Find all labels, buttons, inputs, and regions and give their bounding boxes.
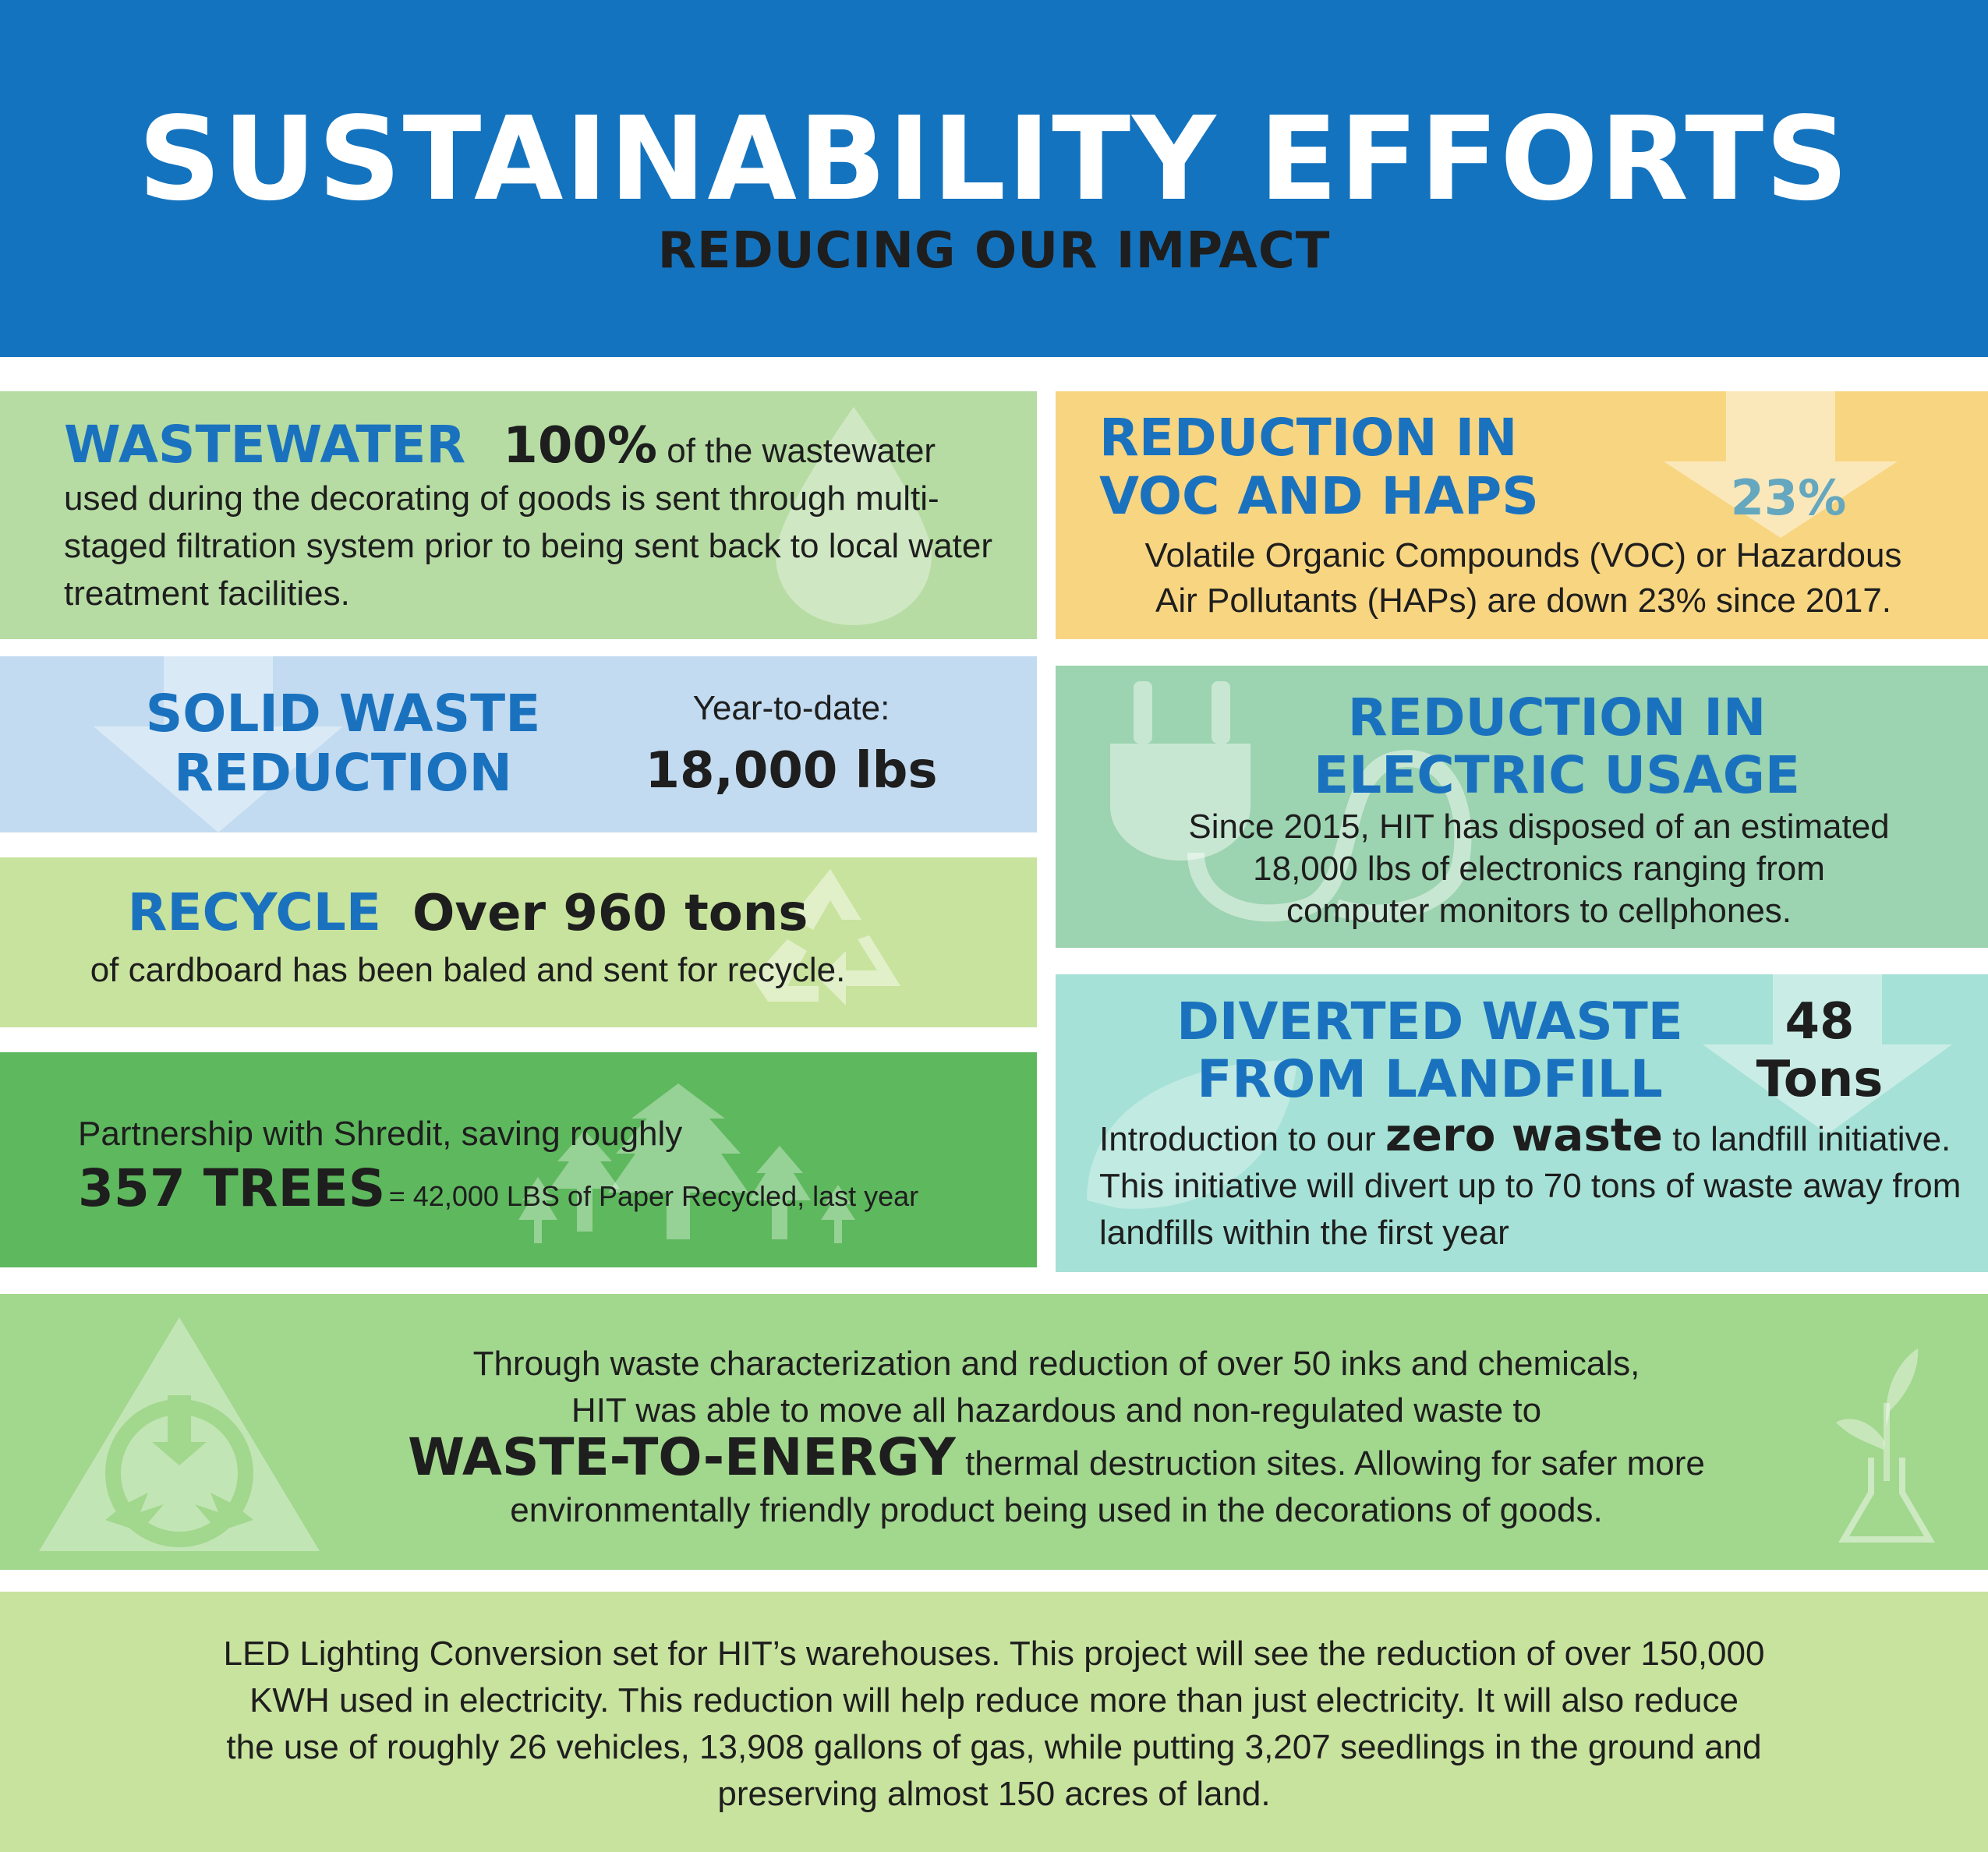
led-description: LED Lighting Conversion set for HIT’s wa… <box>223 1635 1765 1813</box>
diverted-stat: 48 Tons <box>1756 993 1884 1108</box>
zero-waste-emphasis: zero waste <box>1385 1108 1663 1161</box>
header-banner: SUSTAINABILITY EFFORTS REDUCING OUR IMPA… <box>0 0 1988 357</box>
recycle-heading-line: RECYCLE Over 960 tons <box>0 882 936 942</box>
voc-description: Volatile Organic Compounds (VOC) or Haza… <box>1144 536 1902 620</box>
recycle-stat: Over 960 tons <box>412 885 808 942</box>
page-subtitle: REDUCING OUR IMPACT <box>657 222 1331 280</box>
solid-waste-heading: SOLID WASTE REDUCTION <box>145 684 541 803</box>
power-plug-icon <box>1110 681 1472 922</box>
trees-description: Partnership with Shredit, saving roughly <box>78 1115 683 1153</box>
plant-flask-icon <box>1836 1348 1935 1543</box>
recycle-heading: RECYCLE <box>127 882 381 942</box>
diverted-heading: DIVERTED WASTE FROM LANDFILL <box>1176 991 1683 1109</box>
trees-panel: Partnership with Shredit, saving roughly… <box>0 1052 1037 1267</box>
waste-to-energy-panel: Through waste characterization and reduc… <box>0 1294 1988 1570</box>
electric-panel: REDUCTION IN ELECTRIC USAGE Since 2015, … <box>1056 666 1988 948</box>
waste-to-energy-text: Through waste characterization and reduc… <box>408 1345 1705 1529</box>
trees-equivalent: = 42,000 LBS of Paper Recycled, last yea… <box>388 1180 919 1212</box>
voc-panel: REDUCTION IN VOC AND HAPS 23% Volatile O… <box>1056 391 1988 639</box>
trees-icon <box>518 1083 855 1243</box>
solid-waste-label: Year-to-date: <box>692 689 890 727</box>
wastewater-panel: WASTEWATER 100% of the wastewater used du… <box>0 391 1037 639</box>
down-arrow-icon <box>1664 391 1898 538</box>
recycle-description: of cardboard has been baled and sent for… <box>90 951 846 989</box>
trees-stat: 357 TREES <box>78 1158 386 1218</box>
diverted-panel: DIVERTED WASTE FROM LANDFILL 48 Tons Int… <box>1056 974 1988 1272</box>
water-drop-icon <box>776 407 932 625</box>
wastewater-heading: WASTEWATER <box>64 415 466 475</box>
recycle-icon <box>752 869 900 1006</box>
waste-to-energy-triangle-icon <box>39 1317 320 1551</box>
wastewater-stat: 100% <box>503 417 657 475</box>
wastewater-text: WASTEWATER 100% of the wastewater used du… <box>64 419 999 617</box>
electric-description: Since 2015, HIT has disposed of an estim… <box>1188 808 1890 930</box>
solid-waste-panel: SOLID WASTE REDUCTION Year-to-date: 18,0… <box>0 656 1037 832</box>
wastewater-description: of the wastewater used during the decora… <box>64 432 993 613</box>
diverted-description: Introduction to our zero waste to landfi… <box>1099 1108 1961 1252</box>
solid-waste-amount: 18,000 lbs <box>645 742 938 800</box>
trees-stat-line: 357 TREES = 42,000 LBS of Paper Recycled… <box>78 1158 918 1218</box>
voc-stat: 23% <box>1730 469 1847 526</box>
leaf-icon <box>1087 1060 1297 1209</box>
voc-heading: REDUCTION IN VOC AND HAPS <box>1099 408 1539 526</box>
down-arrow-icon <box>94 656 343 832</box>
page-title: SUSTAINABILITY EFFORTS <box>138 92 1850 226</box>
down-arrow-icon <box>1703 974 1952 1134</box>
led-panel: LED Lighting Conversion set for HIT’s wa… <box>0 1592 1988 1852</box>
waste-to-energy-emphasis: WASTE-TO-ENERGY <box>408 1427 956 1487</box>
recycle-panel: RECYCLE Over 960 tons of cardboard has be… <box>0 857 1037 1027</box>
electric-heading: REDUCTION IN ELECTRIC USAGE <box>1314 687 1800 805</box>
